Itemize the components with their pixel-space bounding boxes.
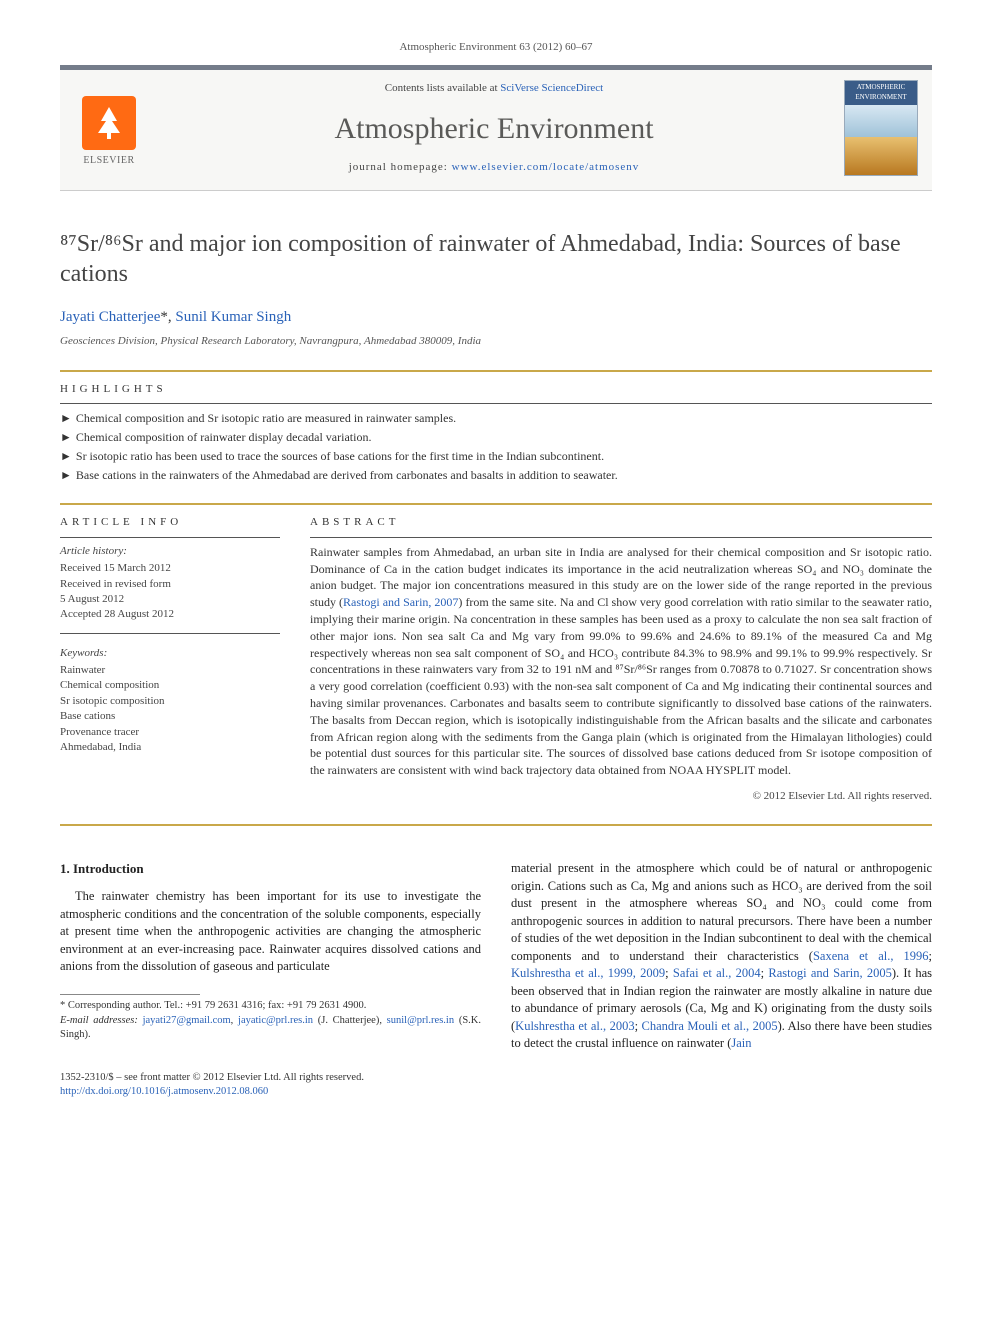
title-block: ⁸⁷Sr/⁸⁶Sr and major ion composition of r… xyxy=(60,229,932,349)
journal-name: Atmospheric Environment xyxy=(154,108,834,150)
thin-rule-ab xyxy=(310,537,932,538)
thin-rule-hl xyxy=(60,403,932,404)
triangle-icon: ► xyxy=(60,468,72,482)
keyword: Base cations xyxy=(60,709,280,724)
gold-rule-2 xyxy=(60,503,932,505)
page: Atmospheric Environment 63 (2012) 60–67 … xyxy=(0,0,992,1140)
header-center: Contents lists available at SciVerse Sci… xyxy=(144,81,844,176)
highlight-text: Sr isotopic ratio has been used to trace… xyxy=(76,449,604,463)
triangle-icon: ► xyxy=(60,430,72,444)
elsevier-logo: ELSEVIER xyxy=(74,88,144,168)
body-col-left: 1. Introduction The rainwater chemistry … xyxy=(60,860,481,1053)
citation-link[interactable]: Jain xyxy=(731,1036,751,1050)
keyword: Provenance tracer xyxy=(60,725,280,740)
keyword: Chemical composition xyxy=(60,678,280,693)
keyword: Rainwater xyxy=(60,663,280,678)
citation-link[interactable]: Safai et al., 2004 xyxy=(673,966,761,980)
abstract-label: ABSTRACT xyxy=(310,515,932,530)
history-heading: Article history: xyxy=(60,544,280,559)
cite-sep: ; xyxy=(665,966,673,980)
author-1-link[interactable]: Jayati Chatterjee xyxy=(60,309,160,325)
highlights-list: ► Chemical composition and Sr isotopic ra… xyxy=(60,410,932,483)
cover-ground xyxy=(845,137,917,175)
sciencedirect-link[interactable]: SciVerse ScienceDirect xyxy=(500,82,603,94)
citation-link[interactable]: Rastogi and Sarin, 2005 xyxy=(768,966,892,980)
citation-link[interactable]: Kulshrestha et al., 1999, 2009 xyxy=(511,966,665,980)
article-title: ⁸⁷Sr/⁸⁶Sr and major ion composition of r… xyxy=(60,229,932,289)
authors: Jayati Chatterjee*, Sunil Kumar Singh xyxy=(60,307,932,328)
abstract-copyright: © 2012 Elsevier Ltd. All rights reserved… xyxy=(310,789,932,804)
footer: 1352-2310/$ – see front matter © 2012 El… xyxy=(60,1071,932,1100)
elsevier-tree-icon xyxy=(82,96,136,150)
gold-rule-3 xyxy=(60,824,932,826)
email-line: E-mail addresses: jayati27@gmail.com, ja… xyxy=(60,1014,481,1043)
highlight-item: ► Chemical composition of rainwater displ… xyxy=(60,429,932,446)
citation-link[interactable]: Rastogi and Sarin, 2007 xyxy=(343,595,458,609)
col2-pre: material present in the atmosphere which… xyxy=(511,861,932,963)
keyword: Sr isotopic composition xyxy=(60,694,280,709)
doi-link[interactable]: http://dx.doi.org/10.1016/j.atmosenv.201… xyxy=(60,1086,268,1097)
journal-cover-thumb: ATMOSPHERIC ENVIRONMENT xyxy=(844,80,918,176)
triangle-icon: ► xyxy=(60,449,72,463)
highlight-text: Base cations in the rainwaters of the Ah… xyxy=(76,468,618,482)
gold-rule-1 xyxy=(60,370,932,372)
affiliation: Geosciences Division, Physical Research … xyxy=(60,334,932,349)
front-matter-line: 1352-2310/$ – see front matter © 2012 El… xyxy=(60,1071,932,1086)
history-line: 5 August 2012 xyxy=(60,592,280,607)
cover-sky xyxy=(845,105,917,137)
article-info-block: Article history: Received 15 March 2012 … xyxy=(60,544,280,756)
email-link[interactable]: jayati27@gmail.com xyxy=(143,1015,231,1026)
cite-sep: ; xyxy=(635,1019,642,1033)
article-info-label: ARTICLE INFO xyxy=(60,515,280,530)
email-link[interactable]: sunil@prl.res.in xyxy=(387,1015,454,1026)
history-line: Accepted 28 August 2012 xyxy=(60,607,280,622)
highlight-item: ► Chemical composition and Sr isotopic ra… xyxy=(60,410,932,427)
email-link[interactable]: jayatic@prl.res.in xyxy=(238,1015,313,1026)
abstract-col: ABSTRACT Rainwater samples from Ahmedaba… xyxy=(310,515,932,804)
cover-label: ATMOSPHERIC ENVIRONMENT xyxy=(845,81,917,105)
keyword: Ahmedabad, India xyxy=(60,740,280,755)
intro-para-1: The rainwater chemistry has been importa… xyxy=(60,888,481,976)
highlight-text: Chemical composition of rainwater displa… xyxy=(76,430,372,444)
homepage-line: journal homepage: www.elsevier.com/locat… xyxy=(154,160,834,175)
journal-header: ELSEVIER Contents lists available at Sci… xyxy=(60,65,932,191)
intro-heading: 1. Introduction xyxy=(60,860,481,878)
running-header: Atmospheric Environment 63 (2012) 60–67 xyxy=(60,40,932,55)
triangle-icon: ► xyxy=(60,411,72,425)
abstract-text: Rainwater samples from Ahmedabad, an urb… xyxy=(310,544,932,779)
highlight-item: ► Sr isotopic ratio has been used to trac… xyxy=(60,448,932,465)
contents-prefix: Contents lists available at xyxy=(385,82,500,94)
article-info-col: ARTICLE INFO Article history: Received 1… xyxy=(60,515,280,804)
cite-sep: ; xyxy=(929,949,932,963)
thin-rule-kw xyxy=(60,633,280,634)
footnote-rule xyxy=(60,994,200,995)
keywords-heading: Keywords: xyxy=(60,646,280,661)
body-col-right: material present in the atmosphere which… xyxy=(511,860,932,1053)
history-line: Received in revised form xyxy=(60,577,280,592)
highlights-label: HIGHLIGHTS xyxy=(60,382,932,397)
highlight-item: ► Base cations in the rainwaters of the A… xyxy=(60,467,932,484)
citation-link[interactable]: Chandra Mouli et al., 2005 xyxy=(642,1019,778,1033)
homepage-link[interactable]: www.elsevier.com/locate/atmosenv xyxy=(452,161,640,173)
highlight-text: Chemical composition and Sr isotopic rat… xyxy=(76,411,456,425)
author-sep: *, xyxy=(160,309,175,325)
publisher-name: ELSEVIER xyxy=(83,154,134,168)
email-person: (J. Chatterjee), xyxy=(313,1015,387,1026)
body-columns: 1. Introduction The rainwater chemistry … xyxy=(60,860,932,1053)
history-line: Received 15 March 2012 xyxy=(60,561,280,576)
homepage-prefix: journal homepage: xyxy=(349,161,452,173)
abstract-post: ) from the same site. Na and Cl show ver… xyxy=(310,595,932,777)
citation-link[interactable]: Saxena et al., 1996 xyxy=(813,949,929,963)
info-abstract-row: ARTICLE INFO Article history: Received 1… xyxy=(60,515,932,804)
sep: , xyxy=(231,1015,238,1026)
corresponding-author: * Corresponding author. Tel.: +91 79 263… xyxy=(60,999,481,1014)
intro-para-2: material present in the atmosphere which… xyxy=(511,860,932,1053)
author-2-link[interactable]: Sunil Kumar Singh xyxy=(175,309,291,325)
contents-line: Contents lists available at SciVerse Sci… xyxy=(154,81,834,96)
email-label: E-mail addresses: xyxy=(60,1015,143,1026)
footnotes: * Corresponding author. Tel.: +91 79 263… xyxy=(60,999,481,1043)
thin-rule-ai xyxy=(60,537,280,538)
citation-link[interactable]: Kulshrestha et al., 2003 xyxy=(515,1019,634,1033)
